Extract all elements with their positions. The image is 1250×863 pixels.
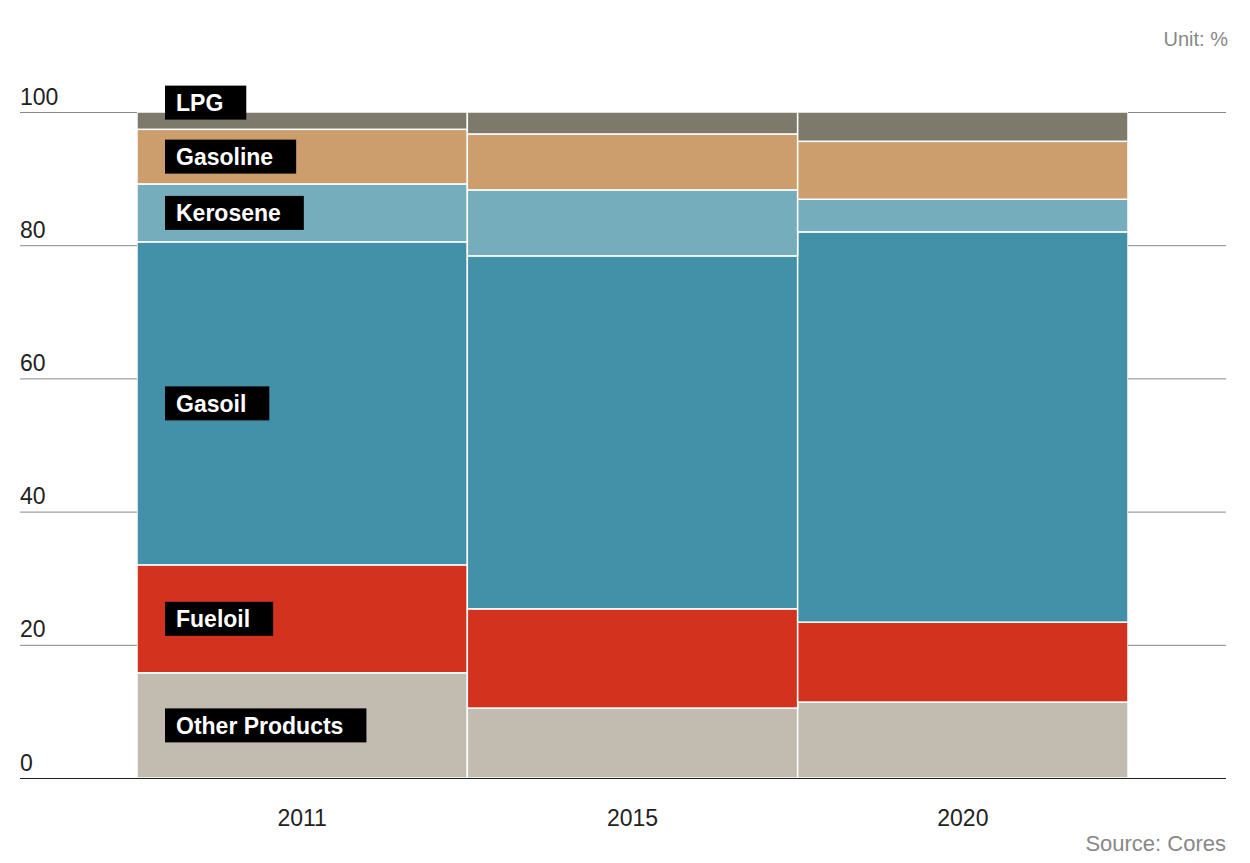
label-box xyxy=(165,602,273,636)
chart: 0 20 40 60 80 100 2011 2015 2020 Other Products Fu… xyxy=(0,0,1250,863)
x-tick: 2011 xyxy=(277,778,326,831)
series-name: Other Products xyxy=(176,713,343,739)
series-label: Gasoil xyxy=(165,386,269,420)
series-label: Gasoline xyxy=(165,140,296,174)
bar-segment xyxy=(137,184,467,242)
bar-segment xyxy=(798,112,1128,141)
series-name: Gasoline xyxy=(176,144,273,170)
bar-segment xyxy=(137,673,467,778)
grid-line xyxy=(20,112,137,113)
bar-segment xyxy=(137,242,467,565)
label-box xyxy=(165,386,269,420)
bar-segment xyxy=(467,609,797,708)
y-tick-label: 40 xyxy=(20,483,46,509)
grid-line xyxy=(20,778,137,779)
series xyxy=(137,232,1128,622)
bars xyxy=(137,112,1128,778)
unit-label: Unit: % xyxy=(1164,28,1229,50)
series-name: Kerosene xyxy=(176,200,281,226)
grid-line xyxy=(20,378,137,379)
x-axis: 2011 2015 2020 xyxy=(138,778,1129,831)
bar-segment xyxy=(467,112,797,134)
x-axis-line xyxy=(138,778,1129,779)
label-box xyxy=(165,140,296,174)
y-tick-label: 80 xyxy=(20,217,46,243)
grid-line xyxy=(137,778,1226,779)
y-tick-label: 100 xyxy=(20,84,58,110)
x-tick: 2015 xyxy=(607,778,658,831)
bar-segment xyxy=(467,134,797,190)
x-tick-label: 2020 xyxy=(937,805,988,831)
y-axis: 0 20 40 60 80 100 xyxy=(20,84,1226,779)
grid-line xyxy=(20,645,137,646)
series-labels: Other Products Fueloil Gasoil Kerosene Gasol… xyxy=(165,86,366,743)
bar-segment xyxy=(798,232,1128,622)
series-label: Kerosene xyxy=(165,196,304,230)
series-name: Fueloil xyxy=(176,606,250,632)
bar-segment xyxy=(467,190,797,256)
source: Source: Cores xyxy=(1085,831,1226,856)
series-label: Fueloil xyxy=(165,602,273,636)
label-box xyxy=(165,86,246,120)
bar-segment xyxy=(467,708,797,778)
series-label: LPG xyxy=(165,86,246,120)
bar-segment xyxy=(798,199,1128,232)
bar-segment xyxy=(798,141,1128,199)
x-tick-label: 2015 xyxy=(607,805,658,831)
label-box xyxy=(165,708,366,742)
bar-segment xyxy=(137,565,467,673)
series xyxy=(137,112,1128,141)
y-tick-label: 20 xyxy=(20,616,46,642)
bar-segment xyxy=(798,702,1128,778)
series-label: Other Products xyxy=(165,708,366,742)
y-tick-label: 0 xyxy=(20,750,33,776)
y-tick-label: 60 xyxy=(20,350,46,376)
bar-segment xyxy=(137,129,467,184)
label-box xyxy=(165,196,304,230)
bar-segment xyxy=(798,622,1128,702)
x-tick-label: 2011 xyxy=(277,805,326,831)
grid-line xyxy=(20,512,137,513)
series-name: Gasoil xyxy=(176,391,246,417)
x-tick: 2020 xyxy=(937,778,988,831)
grid-line xyxy=(20,245,137,246)
bar-segment xyxy=(467,256,797,609)
series-name: LPG xyxy=(176,90,223,116)
